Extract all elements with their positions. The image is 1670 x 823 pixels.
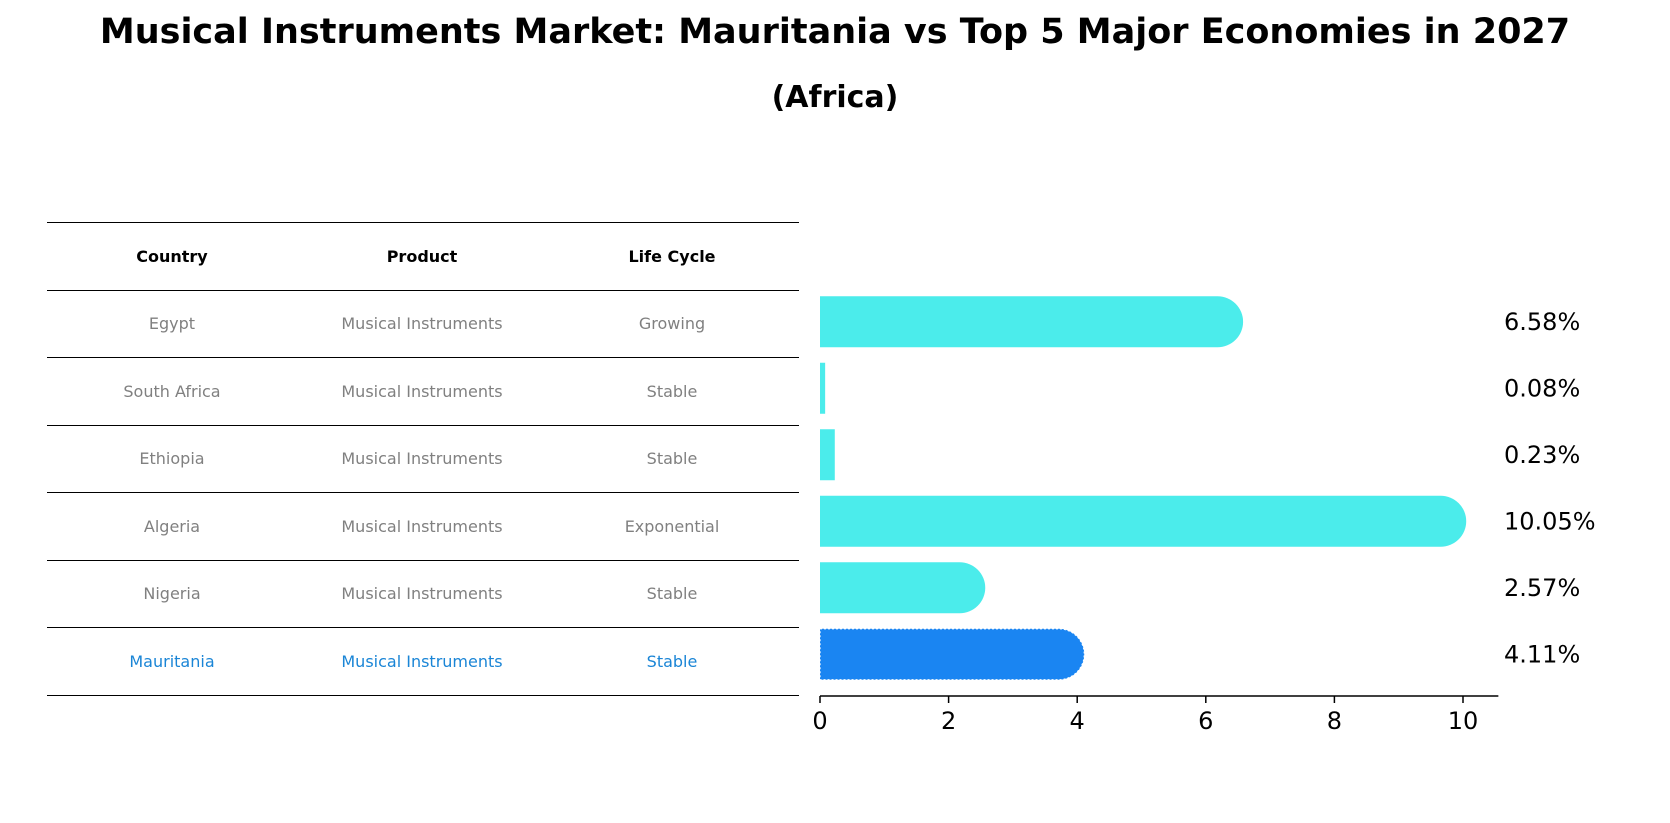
chart-title: Musical Instruments Market: Mauritania v… — [99, 12, 1571, 52]
cell-life-cycle: Stable — [646, 381, 698, 401]
bar-south-africa — [820, 362, 826, 414]
table-row: Nigeria Musical Instruments Stable — [47, 561, 799, 628]
cell-product: Musical Instruments — [341, 381, 503, 401]
table-row: Egypt Musical Instruments Growing — [47, 291, 799, 358]
x-tick-label: 8 — [1327, 707, 1342, 735]
value-label: 0.23% — [1504, 441, 1580, 469]
cell-product: Musical Instruments — [341, 516, 503, 536]
bar-nigeria — [820, 562, 986, 614]
cell-product: Musical Instruments — [341, 584, 503, 604]
cell-life-cycle: Stable — [646, 584, 698, 604]
value-label: 10.05% — [1504, 507, 1596, 535]
cell-product: Musical Instruments — [341, 449, 503, 469]
cell-life-cycle: Stable — [646, 449, 698, 469]
cell-life-cycle: Exponential — [624, 516, 720, 536]
table-row-highlight: Mauritania Musical Instruments Stable — [47, 628, 799, 696]
cell-country: Ethiopia — [139, 449, 205, 469]
table-row: Ethiopia Musical Instruments Stable — [47, 426, 799, 493]
header-product: Product — [386, 246, 458, 266]
cell-product: Musical Instruments — [341, 651, 503, 671]
value-label: 6.58% — [1504, 308, 1580, 336]
cell-country: South Africa — [123, 381, 221, 401]
value-label: 4.11% — [1504, 640, 1580, 668]
x-tick-label: 0 — [812, 707, 827, 735]
chart-subtitle: (Africa) — [771, 80, 899, 115]
table-row: Algeria Musical Instruments Exponential — [47, 493, 799, 561]
cell-country: Nigeria — [143, 584, 201, 604]
header-life-cycle: Life Cycle — [628, 246, 716, 266]
bar-ethiopia — [820, 429, 835, 481]
value-label: 2.57% — [1504, 574, 1580, 602]
cell-country: Algeria — [143, 516, 201, 536]
value-label: 0.08% — [1504, 374, 1580, 402]
table-header-row: Country Product Life Cycle — [47, 222, 799, 291]
cell-life-cycle: Stable — [646, 651, 698, 671]
bar-egypt — [820, 296, 1244, 348]
cell-product: Musical Instruments — [341, 314, 503, 334]
x-tick-label: 10 — [1448, 707, 1479, 735]
x-tick-label: 4 — [1070, 707, 1085, 735]
table-row: South Africa Musical Instruments Stable — [47, 358, 799, 426]
cell-country: Egypt — [148, 314, 196, 334]
data-table: Country Product Life Cycle Egypt Musical… — [47, 222, 799, 696]
bar-mauritania — [819, 628, 1085, 681]
x-tick-label: 2 — [941, 707, 956, 735]
header-country: Country — [136, 246, 208, 266]
cell-country: Mauritania — [129, 651, 215, 671]
x-tick-label: 6 — [1198, 707, 1213, 735]
bar-algeria — [820, 495, 1467, 547]
cell-life-cycle: Growing — [638, 314, 706, 334]
